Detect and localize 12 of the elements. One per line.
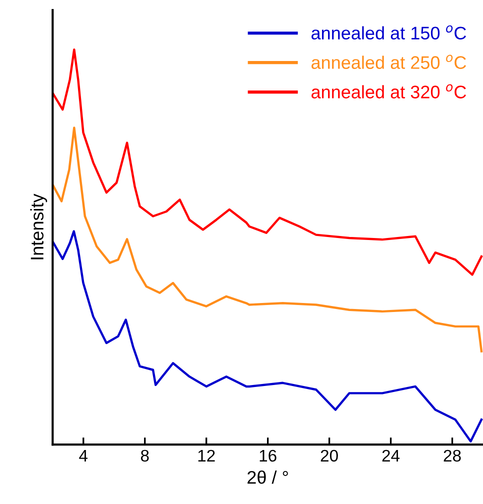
y-axis-title: Intensity — [30, 194, 48, 260]
legend-label: annealed at 250 $^{o}$C — [312, 54, 466, 69]
legend-label: annealed at 320 $^{o}$C — [312, 84, 466, 98]
x-axis-title: 2θ / ° — [248, 470, 288, 484]
x-tick-label: 4 — [79, 450, 88, 462]
x-tick-label: 28 — [444, 450, 461, 462]
x-tick-label: 20 — [320, 450, 338, 462]
legend-label: annealed at 150 $^{o}$C — [312, 25, 466, 40]
x-tick-label: 16 — [260, 450, 276, 462]
x-tick-label: 12 — [198, 450, 215, 462]
x-tick-label: 8 — [140, 450, 149, 462]
x-tick-label: 24 — [382, 450, 400, 462]
